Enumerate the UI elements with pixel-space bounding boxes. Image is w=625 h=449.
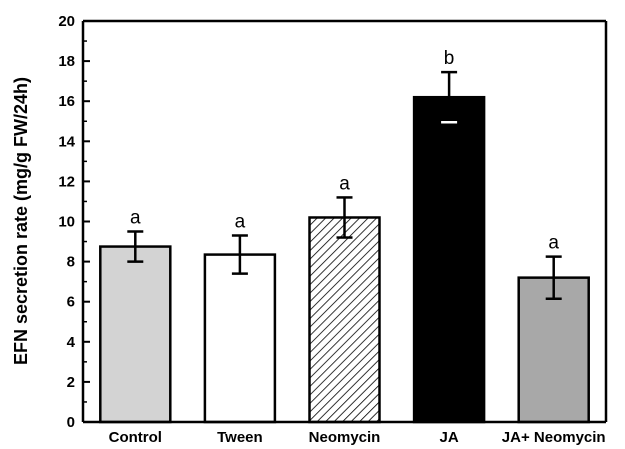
category-label-4: JA+ Neomycin [502,429,606,446]
bar-1 [203,253,277,424]
y-tick-label-6: 12 [58,173,75,190]
error-bars-layer [127,70,562,300]
significance-labels-layer: a a a b a [130,48,559,253]
y-tick-label-8: 16 [58,93,75,110]
y-tick-label-7: 14 [58,133,75,150]
y-tick-label-2: 4 [67,334,76,351]
y-tick-label-5: 10 [58,214,75,231]
tick-labels-layer: 0 2 4 6 8 10 12 14 16 18 20 [58,13,75,431]
category-label-3: JA [440,429,459,446]
y-tick-label-4: 8 [67,254,75,271]
axes-layer [81,19,608,424]
y-tick-label-0: 0 [67,414,75,431]
significance-label-0: a [130,208,141,229]
category-label-2: Neomycin [309,429,381,446]
bar-4 [517,276,590,424]
significance-label-2: a [339,173,350,194]
significance-label-3: b [444,48,455,69]
category-labels-layer: Control Tween Neomycin JA JA+ Neomycin [109,429,606,446]
y-axis-label: EFN secretion rate (mg/g FW/24h) [11,77,31,365]
y-tick-label-1: 2 [67,374,75,391]
bar-0 [99,245,172,424]
bar-3 [412,95,486,424]
significance-label-4: a [548,233,559,254]
y-tick-label-3: 6 [67,294,75,311]
significance-label-1: a [235,212,246,233]
category-label-0: Control [109,429,162,446]
y-tick-label-10: 20 [58,13,75,30]
bar-2 [308,216,381,424]
bars-layer [99,95,590,424]
y-tick-label-9: 18 [58,53,75,70]
category-label-1: Tween [217,429,263,446]
